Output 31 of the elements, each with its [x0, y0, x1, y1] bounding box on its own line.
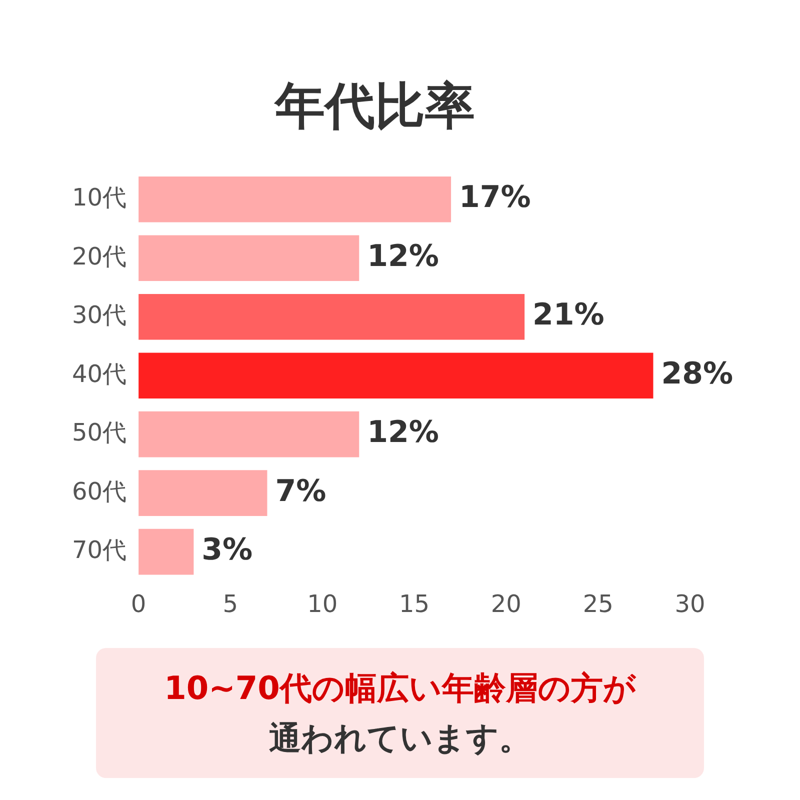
- data-label: 12%: [367, 238, 439, 274]
- chart-title: 年代比率: [273, 76, 475, 135]
- x-tick-label: 10: [307, 590, 338, 618]
- text: 10~70代の幅広い年齢層の方が: [163, 668, 637, 709]
- data-label: 17%: [459, 180, 531, 216]
- x-tick-label: 30: [674, 590, 706, 618]
- text: 通われています。: [268, 718, 532, 759]
- data-label: 7%: [275, 474, 326, 509]
- x-tick-label: 5: [222, 590, 238, 618]
- x-tick-label: 25: [582, 590, 614, 618]
- data-label: 12%: [367, 415, 439, 450]
- y-tick-label: 50代: [72, 418, 127, 447]
- y-tick-label: 20代: [72, 242, 127, 270]
- y-tick-label: 60代: [72, 477, 127, 506]
- data-label: 21%: [532, 298, 604, 333]
- bar: [138, 294, 525, 340]
- y-tick-label: 30代: [72, 301, 127, 330]
- data-label: 28%: [661, 356, 734, 392]
- bar: [138, 235, 360, 282]
- y-tick-label: 40代: [72, 360, 127, 388]
- data-label: 3%: [202, 532, 253, 568]
- bar: [138, 411, 360, 458]
- bar: [138, 470, 268, 516]
- bar: [138, 176, 452, 222]
- bar: [138, 528, 194, 575]
- bar: [138, 352, 654, 399]
- x-tick-label: 20: [490, 590, 522, 618]
- y-tick-label: 10代: [72, 184, 127, 212]
- x-tick-label: 0: [130, 590, 146, 618]
- x-tick-label: 15: [398, 590, 430, 618]
- y-tick-label: 70代: [72, 536, 127, 564]
